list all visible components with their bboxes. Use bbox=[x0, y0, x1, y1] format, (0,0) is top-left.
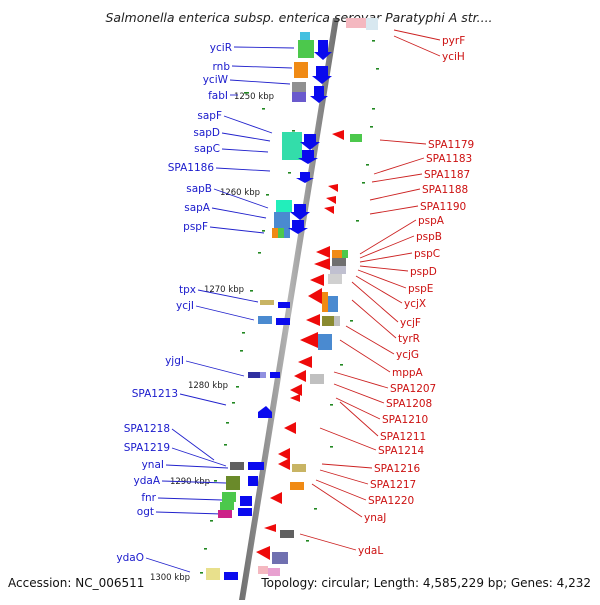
gene-label-left[interactable]: yjgI bbox=[165, 355, 184, 367]
gene-label-right[interactable]: SPA1210 bbox=[382, 414, 428, 426]
gene-label-right[interactable]: mppA bbox=[392, 367, 424, 379]
gene-label-right[interactable]: SPA1217 bbox=[370, 479, 416, 491]
tick-label: 1250 kbp bbox=[234, 92, 274, 102]
gene-label-right[interactable]: yciH bbox=[442, 51, 465, 63]
gene-label-left[interactable]: SPA1218 bbox=[124, 423, 170, 435]
gene-label-left[interactable]: fabI bbox=[208, 90, 228, 102]
reverse-strand-features bbox=[256, 18, 378, 576]
gene-label-right[interactable]: SPA1179 bbox=[428, 139, 474, 151]
gene-label-right[interactable]: pspE bbox=[408, 283, 433, 295]
left-gene-labels: yciR rnb yciW fabI sapF sapD sapC SPA118… bbox=[116, 42, 232, 564]
gene-label-left[interactable]: ogt bbox=[137, 506, 154, 518]
chromosome-backbone bbox=[239, 18, 339, 600]
gene-label-right[interactable]: ynaJ bbox=[364, 512, 386, 524]
gene-label-right[interactable]: ycjG bbox=[396, 349, 419, 361]
forward-strand-features bbox=[206, 32, 332, 580]
gene-label-left[interactable]: yciR bbox=[210, 42, 232, 54]
gene-label-right[interactable]: SPA1214 bbox=[378, 445, 425, 457]
tick-label: 1260 kbp bbox=[220, 188, 260, 198]
gene-label-left[interactable]: ydaO bbox=[116, 552, 144, 564]
gene-label-right[interactable]: pyrF bbox=[442, 35, 465, 47]
gene-label-right[interactable]: SPA1207 bbox=[390, 383, 436, 395]
gene-label-left[interactable]: pspF bbox=[183, 221, 208, 233]
gene-label-right[interactable]: ydaL bbox=[358, 545, 383, 557]
gene-label-left[interactable]: yciW bbox=[203, 74, 229, 86]
gene-label-left[interactable]: SPA1219 bbox=[124, 442, 170, 454]
rna-markers bbox=[200, 40, 379, 574]
gene-label-left[interactable]: sapB bbox=[186, 183, 212, 195]
gene-label-right[interactable]: pspA bbox=[418, 215, 445, 227]
gene-label-right[interactable]: SPA1187 bbox=[424, 169, 470, 181]
gene-label-right[interactable]: SPA1190 bbox=[420, 201, 466, 213]
gene-label-left[interactable]: ynaI bbox=[142, 459, 164, 471]
gene-label-right[interactable]: SPA1188 bbox=[422, 184, 468, 196]
gene-label-right[interactable]: tyrR bbox=[398, 333, 420, 345]
gene-label-right[interactable]: SPA1216 bbox=[374, 463, 421, 475]
gene-label-left[interactable]: SPA1186 bbox=[168, 162, 215, 174]
organism-title: Salmonella enterica subsp. enterica sero… bbox=[105, 10, 492, 25]
gene-label-right[interactable]: SPA1183 bbox=[426, 153, 472, 165]
gene-label-right[interactable]: SPA1208 bbox=[386, 398, 432, 410]
gene-label-left[interactable]: tpx bbox=[179, 284, 196, 296]
gene-label-left[interactable]: sapD bbox=[193, 127, 220, 139]
gene-label-right[interactable]: pspD bbox=[410, 266, 437, 278]
gene-label-left[interactable]: sapA bbox=[184, 202, 211, 214]
gene-label-left[interactable]: sapC bbox=[194, 143, 220, 155]
gene-label-right[interactable]: SPA1211 bbox=[380, 431, 426, 443]
gene-label-left[interactable]: fnr bbox=[141, 492, 156, 504]
right-gene-labels: pyrF yciH SPA1179 SPA1183 SPA1187 SPA118… bbox=[358, 35, 474, 557]
gene-label-right[interactable]: SPA1220 bbox=[368, 495, 414, 507]
gene-label-left[interactable]: SPA1213 bbox=[132, 388, 178, 400]
gene-label-left[interactable]: sapF bbox=[197, 110, 222, 122]
right-leader-lines bbox=[299, 29, 441, 551]
gene-label-right[interactable]: pspC bbox=[414, 248, 440, 260]
tick-label: 1300 kbp bbox=[150, 573, 190, 583]
tick-label: 1280 kbp bbox=[188, 381, 228, 391]
left-leader-lines bbox=[145, 46, 295, 573]
gene-label-right[interactable]: ycjF bbox=[400, 317, 421, 329]
topology-text: Topology: circular; Length: 4,585,229 bp… bbox=[260, 576, 591, 590]
tick-label: 1270 kbp bbox=[204, 285, 244, 295]
gene-label-left[interactable]: rnb bbox=[213, 61, 231, 73]
gene-label-right[interactable]: pspB bbox=[416, 231, 442, 243]
gene-label-left[interactable]: ycjI bbox=[176, 300, 194, 312]
gene-label-left[interactable]: ydaA bbox=[134, 475, 161, 487]
accession-text: Accession: NC_006511 bbox=[8, 576, 144, 590]
gene-label-right[interactable]: ycjX bbox=[404, 298, 426, 310]
